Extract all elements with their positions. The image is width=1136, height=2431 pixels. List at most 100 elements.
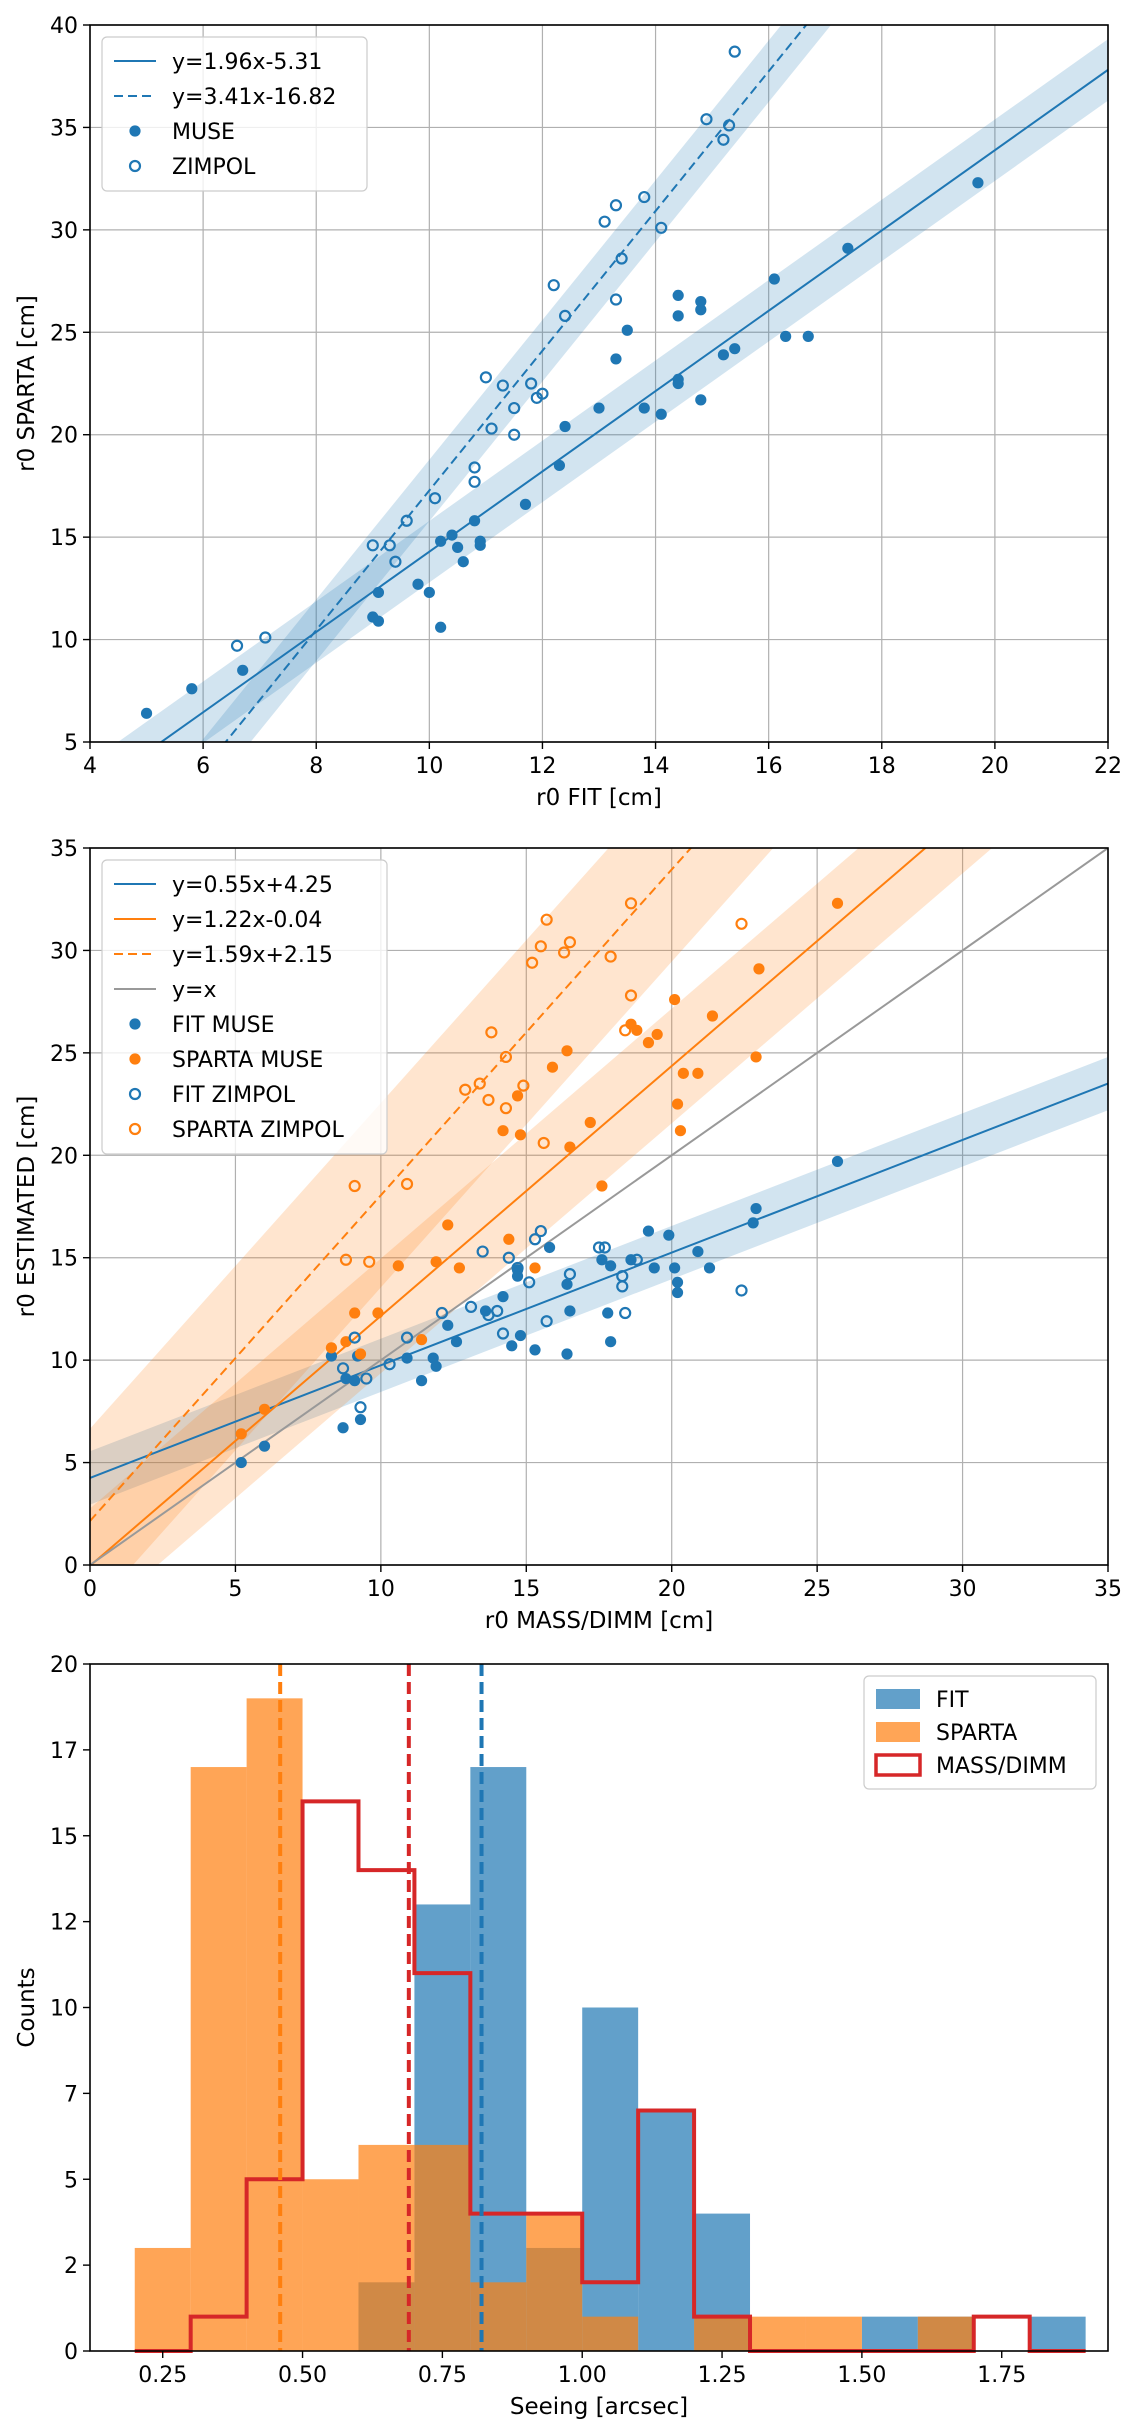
data-point [564,1305,576,1317]
data-point [553,459,566,472]
data-point [499,1102,513,1115]
data-point [479,371,492,384]
x-tick-label: 1.00 [558,2363,607,2388]
y-tick-label: 5 [64,2168,78,2193]
data-point [631,1024,643,1036]
legend-label: MASS/DIMM [936,1754,1067,1779]
y-tick-label: 35 [50,116,78,141]
y-tick-label: 0 [64,1554,78,1579]
data-point [430,1256,442,1268]
x-tick-label: 10 [415,754,443,779]
data-point [750,1202,762,1215]
data-point [506,1340,518,1352]
plot-frame [89,847,1109,1566]
data-point [561,1348,573,1360]
hist-bar-sparta [694,2316,751,2351]
data-point [972,177,984,189]
legend-marker-swatch [129,125,141,137]
data-point [677,1067,689,1079]
data-point [442,1219,454,1231]
data-point [584,1116,596,1129]
data-point [511,1090,524,1102]
data-point [692,1245,704,1258]
data-point [442,1319,454,1331]
hist-bar-fit [638,2110,695,2351]
x-tick-label: 25 [803,1577,831,1602]
hist-bar-fit [1029,2316,1086,2351]
data-point [363,1255,376,1268]
hist-bar-fit [582,2007,639,2351]
data-point [476,1245,489,1258]
y-tick-label: 40 [50,14,78,39]
fit-line-2 [224,25,808,742]
data-point [706,1010,719,1022]
data-point [605,1260,617,1272]
data-point [768,273,780,285]
x-tick-label: 0 [83,1577,97,1602]
data-point [655,408,667,420]
y-tick-label: 5 [64,731,78,756]
data-point [366,539,379,552]
data-point [450,1336,463,1348]
x-tick-label: 15 [512,1577,540,1602]
data-point [340,1372,352,1385]
data-point [529,1262,541,1274]
data-point [624,989,638,1002]
legend-label: SPARTA [936,1721,1017,1746]
hist-bar-fit [861,2316,918,2351]
data-point [430,1360,442,1372]
data-point [514,1329,527,1342]
hist-bar-sparta [246,1698,303,2351]
data-point [400,514,413,527]
data-point [496,379,509,392]
data-point [258,1440,271,1452]
y-tick-label: 2 [64,2254,78,2279]
data-point [389,555,402,568]
y-tick-label: 17 [50,1739,78,1764]
data-point [412,578,424,590]
legend-swatch [874,1753,922,1777]
data-point [735,1284,748,1297]
data-point [354,1401,367,1414]
data-point [482,1093,495,1107]
legend-label: FIT [936,1688,969,1713]
data-point [400,1177,414,1191]
data-point [383,539,396,552]
data-point [692,1067,704,1079]
x-tick-label: 1.25 [698,2363,747,2388]
data-point [648,1262,660,1274]
x-tick-label: 4 [83,754,97,779]
legend-marker-swatch [129,1053,141,1065]
data-point [446,529,458,541]
legend-label: y=1.59x+2.15 [172,943,333,968]
data-point [459,1083,472,1096]
data-point [780,330,792,342]
data-point [750,1051,762,1063]
data-point [563,1268,577,1281]
data-point [526,956,539,969]
data-point [258,1403,271,1415]
data-point [349,1375,361,1387]
x-tick-label: 1.75 [977,2363,1026,2388]
data-point [468,475,481,488]
data-point [259,631,272,644]
x-tick-label: 5 [228,1577,242,1602]
data-point [499,1050,513,1064]
chart-panel-2: 0 5 10 15 20 25 30 35 0 5 10 15 20 25 30 35 r0 MASS/DIMM… [14,837,1122,1634]
data-point [596,1254,608,1266]
data-point [619,1024,632,1037]
confidence-band-1 [117,39,1108,742]
data-point [609,199,623,212]
y-tick-label: 30 [50,939,78,964]
legend [863,1675,1097,1790]
data-point [235,1428,247,1440]
data-point [372,1307,384,1319]
data-point [519,498,532,510]
y-tick-label: 20 [50,1653,78,1678]
legend-marker-swatch [128,1122,142,1136]
y-tick-label: 30 [50,219,78,244]
x-tick-label: 20 [981,754,1009,779]
data-point [558,309,572,322]
x-tick-label: 0.25 [138,2363,187,2388]
